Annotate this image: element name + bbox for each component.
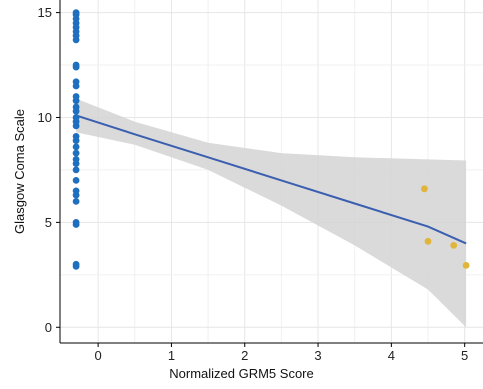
- y-tick-label: 0: [45, 320, 52, 335]
- y-axis-title: Glasgow Coma Scale: [12, 109, 27, 234]
- data-point: [72, 191, 80, 199]
- data-point: [421, 185, 428, 193]
- confidence-band-layer: [76, 98, 467, 328]
- data-point: [72, 36, 80, 44]
- x-tick-label: 3: [314, 348, 321, 363]
- data-point: [72, 263, 80, 270]
- x-tick-label: 0: [95, 348, 102, 363]
- y-tick-label: 5: [45, 215, 52, 230]
- data-point: [72, 221, 80, 228]
- x-tick-label: 5: [461, 348, 468, 363]
- axes: 0 1 2 3 4 5 0 5 10 15: [38, 0, 483, 363]
- data-point: [462, 262, 470, 269]
- data-point: [72, 63, 80, 71]
- x-tick-label: 1: [168, 348, 175, 363]
- x-axis-title: Normalized GRM5 Score: [169, 366, 314, 381]
- data-point: [450, 242, 458, 249]
- regression-line: [75, 114, 467, 245]
- confidence-band: [76, 98, 467, 328]
- x-tick-label: 4: [388, 348, 395, 363]
- data-point: [72, 107, 80, 115]
- data-point: [72, 143, 80, 151]
- data-point: [72, 137, 80, 145]
- data-point: [72, 177, 80, 184]
- data-point: [72, 149, 80, 157]
- data-point: [424, 237, 432, 245]
- data-point: [72, 160, 80, 168]
- y-tick-label: 15: [38, 5, 52, 20]
- data-point: [72, 97, 80, 105]
- regression-line-layer: [75, 114, 467, 245]
- x-tick-label: 2: [241, 348, 248, 363]
- data-points: [72, 9, 470, 270]
- data-point: [72, 82, 80, 90]
- data-point: [72, 166, 80, 174]
- y-tick-label: 10: [38, 110, 52, 125]
- data-point: [72, 198, 80, 205]
- data-point: [72, 122, 80, 130]
